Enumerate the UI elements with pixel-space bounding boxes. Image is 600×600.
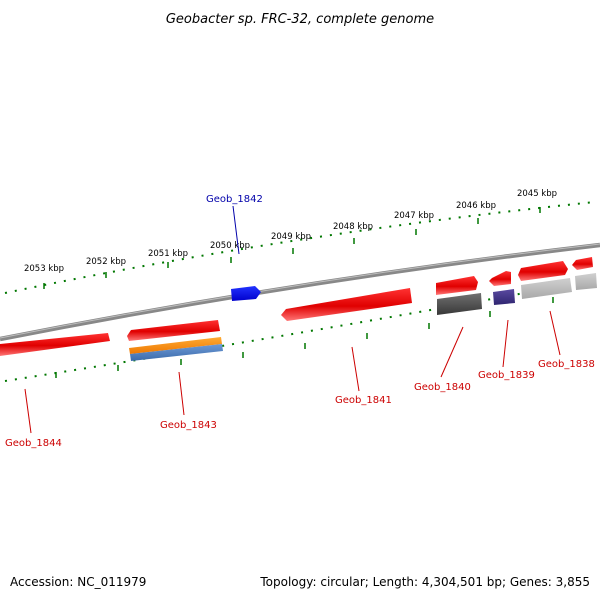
gene-label-geob-1842: Geob_1842	[206, 194, 263, 205]
leader-lines	[24, 205, 561, 434]
gene-feature-geob-1844[interactable]	[0, 333, 110, 356]
leader-line-geob-1842	[232, 205, 240, 255]
leader-line-geob-1844	[24, 388, 32, 434]
gene-label-geob-1840: Geob_1840	[414, 382, 471, 393]
gene-label-geob-1844: Geob_1844	[5, 438, 62, 449]
gene-feature-geob-1839-slate	[493, 289, 515, 305]
leader-line-geob-1841	[351, 346, 360, 392]
gene-feature-geob-1843-orange	[129, 337, 222, 354]
tick-label: 2050 kbp	[210, 241, 250, 251]
tick-label: 2049 kbp	[271, 232, 311, 242]
genome-backbone	[0, 242, 600, 342]
gene-feature-geob-1838-gray	[521, 278, 572, 299]
gene-label-geob-1839: Geob_1839	[478, 370, 535, 381]
gene-label-geob-1843: Geob_1843	[160, 420, 217, 431]
inner-major-ticks	[55, 297, 554, 378]
gene-feature-geob-1843[interactable]	[127, 320, 220, 341]
leader-line-geob-1840	[440, 326, 464, 378]
gene-label-geob-1838: Geob_1838	[538, 359, 595, 370]
tick-label: 2045 kbp	[517, 189, 557, 199]
tick-label: 2052 kbp	[86, 257, 126, 267]
leader-line-geob-1838	[549, 310, 561, 356]
gene-feature-edge-gray	[575, 273, 597, 290]
gene-feature-geob-1838[interactable]	[518, 261, 568, 281]
tick-label: 2046 kbp	[456, 201, 496, 211]
gene-feature-geob-1839[interactable]	[489, 271, 511, 286]
outer-major-ticks	[43, 207, 541, 289]
gene-feature-edge-red	[572, 257, 593, 270]
tick-label: 2051 kbp	[148, 249, 188, 259]
genome-summary-text: Topology: circular; Length: 4,304,501 bp…	[259, 575, 590, 589]
gene-feature-geob-1842[interactable]	[231, 286, 261, 301]
gene-feature-geob-1843-steel	[130, 344, 223, 361]
tick-label: 2048 kbp	[333, 222, 373, 232]
gene-feature-geob-1841[interactable]	[281, 288, 412, 321]
gene-feature-geob-1840-gray	[437, 293, 482, 315]
tick-label: 2047 kbp	[394, 211, 434, 221]
gene-feature-geob-1840[interactable]	[436, 276, 478, 295]
genome-backbone-highlight	[0, 243, 600, 339]
genome-title: Geobacter sp. FRC-32, complete genome	[166, 12, 434, 27]
gene-label-geob-1841: Geob_1841	[335, 395, 392, 406]
leader-line-geob-1843	[178, 371, 185, 416]
accession-text: Accession: NC_011979	[10, 575, 146, 589]
tick-label: 2053 kbp	[24, 264, 64, 274]
leader-line-geob-1839	[502, 319, 509, 368]
